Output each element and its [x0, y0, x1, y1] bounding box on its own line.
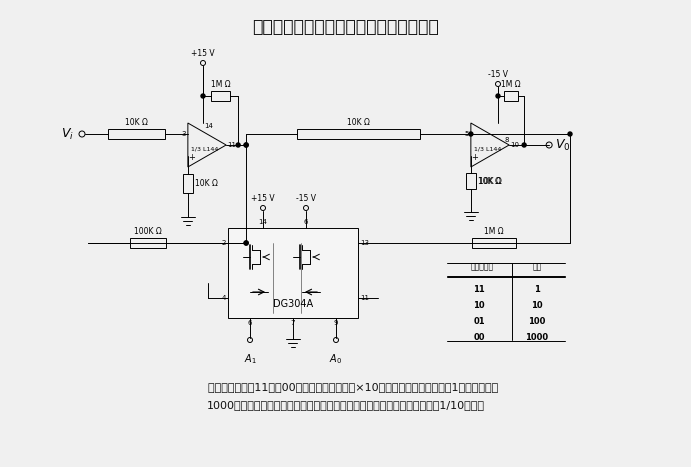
Text: 二进制输入: 二进制输入	[471, 262, 493, 271]
Text: 1/3 L144: 1/3 L144	[474, 147, 502, 151]
Text: 14: 14	[258, 219, 267, 225]
Text: 01: 01	[473, 317, 485, 325]
Text: 11: 11	[360, 295, 369, 301]
Text: 10: 10	[473, 300, 485, 310]
Circle shape	[201, 94, 205, 98]
Text: 11: 11	[473, 284, 485, 293]
Text: 9: 9	[334, 320, 339, 326]
Text: 10K Ω: 10K Ω	[125, 118, 148, 127]
Text: 1000。由于在这种类型的放大器中，开关是静态的，因而开关的功耗将小于1/10毫瓦。: 1000。由于在这种类型的放大器中，开关是静态的，因而开关的功耗将小于1/10毫…	[207, 400, 485, 410]
Text: $A_0$: $A_0$	[330, 352, 343, 366]
Text: $V_i$: $V_i$	[61, 127, 74, 142]
Text: 1000: 1000	[525, 333, 549, 341]
Circle shape	[568, 132, 572, 136]
Text: 增益: 增益	[532, 262, 542, 271]
Text: 1M Ω: 1M Ω	[501, 80, 521, 89]
Text: 100K Ω: 100K Ω	[134, 227, 162, 236]
Text: 3: 3	[181, 131, 186, 137]
Text: 00: 00	[473, 333, 485, 341]
Text: 1M Ω: 1M Ω	[211, 80, 230, 89]
Text: 10: 10	[510, 142, 519, 148]
Bar	[296, 129, 420, 139]
Text: 4: 4	[222, 295, 226, 301]
Bar	[211, 91, 230, 101]
Text: 10K Ω: 10K Ω	[478, 177, 501, 185]
Text: 13: 13	[360, 240, 369, 246]
Circle shape	[244, 143, 248, 147]
Text: +: +	[471, 153, 478, 162]
Bar	[472, 238, 516, 248]
Text: 6: 6	[304, 219, 308, 225]
Text: 11: 11	[227, 142, 236, 148]
Circle shape	[496, 94, 500, 98]
Text: 10: 10	[531, 300, 543, 310]
Text: 1M Ω: 1M Ω	[484, 227, 504, 236]
Text: 100: 100	[529, 317, 546, 325]
Text: +15 V: +15 V	[191, 49, 215, 58]
Text: +: +	[189, 153, 196, 162]
Text: -15 V: -15 V	[296, 194, 316, 203]
Bar	[504, 91, 518, 101]
Text: 5: 5	[464, 131, 469, 137]
Text: 10K Ω: 10K Ω	[479, 177, 502, 186]
Text: +15 V: +15 V	[252, 194, 275, 203]
Circle shape	[244, 241, 248, 245]
Circle shape	[469, 132, 473, 136]
Text: 用二进制数控制增益的低功率低频放大器: 用二进制数控制增益的低功率低频放大器	[253, 18, 439, 36]
Text: -15 V: -15 V	[488, 70, 508, 79]
Text: 6: 6	[248, 320, 252, 326]
Text: $V_0$: $V_0$	[555, 137, 571, 153]
Bar	[130, 238, 166, 248]
Circle shape	[522, 143, 526, 147]
Text: 14: 14	[204, 123, 213, 129]
Text: 1: 1	[534, 284, 540, 293]
Bar	[108, 129, 164, 139]
Bar	[228, 228, 358, 318]
Circle shape	[236, 143, 240, 147]
Circle shape	[244, 143, 248, 147]
Text: 10K Ω: 10K Ω	[347, 118, 370, 127]
Text: 当二进制输入由11降到00时，放大器的增益以×10的倍数递增，最小增益为1而最大增益为: 当二进制输入由11降到00时，放大器的增益以×10的倍数递增，最小增益为1而最大…	[194, 382, 498, 392]
Bar	[466, 173, 476, 189]
Text: 2: 2	[222, 240, 226, 246]
Text: DG304A: DG304A	[273, 299, 313, 309]
Text: 8: 8	[504, 137, 509, 143]
Text: 7: 7	[291, 320, 295, 326]
Text: 10K Ω: 10K Ω	[195, 179, 218, 188]
Circle shape	[244, 241, 248, 245]
Text: $A_1$: $A_1$	[244, 352, 256, 366]
Text: 1/3 L144: 1/3 L144	[191, 147, 218, 151]
Bar	[183, 174, 193, 193]
